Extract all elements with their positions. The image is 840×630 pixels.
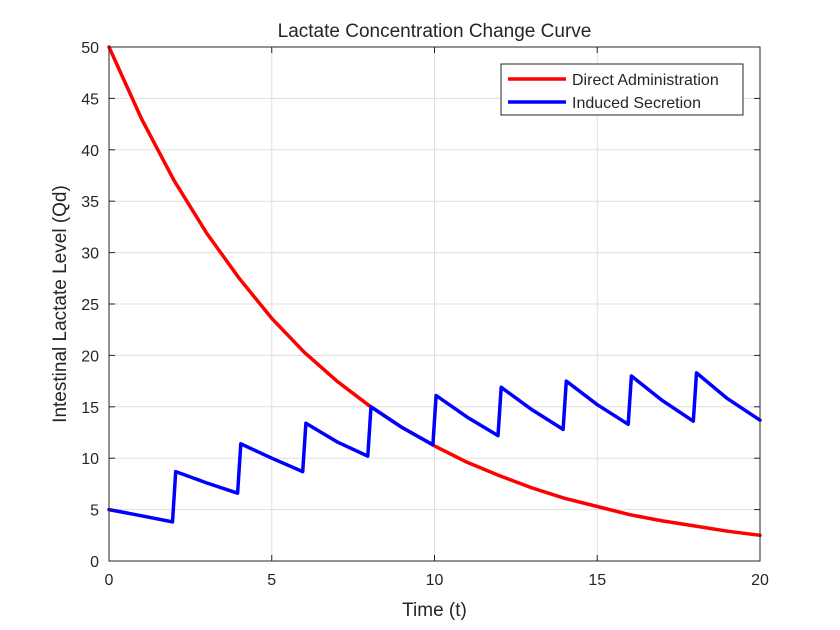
- series-line-direct-administration: [107, 45, 762, 538]
- y-tick-label: 35: [81, 194, 99, 211]
- x-tick-label: 5: [267, 572, 276, 589]
- y-tick-label: 50: [81, 40, 99, 57]
- x-tick-label: 0: [105, 572, 114, 589]
- y-tick-label: 45: [81, 91, 99, 108]
- legend-box: [500, 63, 744, 116]
- legend-label-direct-administration: Direct Administration: [572, 72, 719, 89]
- legend: Direct Administration Induced Secretion: [500, 63, 744, 116]
- y-tick-label: 40: [81, 143, 99, 160]
- y-tick-label: 0: [90, 554, 99, 571]
- x-tick-label: 10: [426, 572, 444, 589]
- x-tick-label: 20: [751, 572, 769, 589]
- y-tick-label: 20: [81, 348, 99, 365]
- legend-label-induced-secretion: Induced Secretion: [572, 95, 701, 112]
- x-axis-title: Time (t): [402, 600, 467, 621]
- tick-layer: 0 5 10 15 20 0 5 10 15 20 25 30 35 40 45 50: [81, 40, 769, 589]
- x-tick-label: 15: [588, 572, 606, 589]
- y-axis-title: Intestinal Lactate Level (Qd): [50, 185, 71, 423]
- series-layer: [107, 45, 762, 538]
- series-line-induced-secretion: [107, 371, 762, 524]
- y-tick-label: 25: [81, 297, 99, 314]
- y-tick-label: 5: [90, 503, 99, 520]
- chart-title: Lactate Concentration Change Curve: [278, 21, 592, 42]
- y-tick-label: 15: [81, 400, 99, 417]
- y-tick-label: 10: [81, 451, 99, 468]
- y-tick-label: 30: [81, 246, 99, 263]
